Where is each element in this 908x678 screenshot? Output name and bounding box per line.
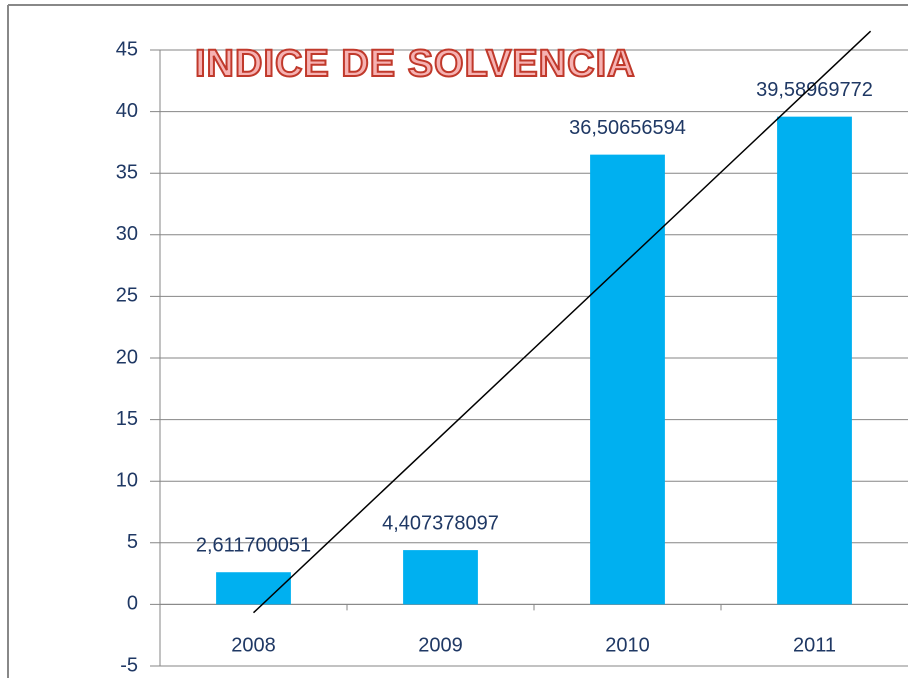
y-tick-label: 20 xyxy=(116,346,138,368)
y-tick-label: 0 xyxy=(127,593,138,615)
y-tick-label: 30 xyxy=(116,223,138,245)
bar xyxy=(777,116,852,605)
y-tick-label: 5 xyxy=(127,531,138,553)
value-label: 39,58969772 xyxy=(756,79,873,101)
trendline xyxy=(252,30,872,614)
value-label: 2,611700051 xyxy=(196,535,311,557)
y-tick-label: 35 xyxy=(116,161,138,183)
y-tick-label: 45 xyxy=(116,38,138,60)
y-tick-label: 15 xyxy=(116,408,138,430)
grid xyxy=(150,49,908,667)
y-tick-label: 10 xyxy=(116,469,138,491)
y-tick-label: -5 xyxy=(120,654,138,676)
marks xyxy=(216,116,852,605)
y-tick-label: 40 xyxy=(116,100,138,122)
value-label: 36,50656594 xyxy=(569,117,686,139)
value-label: 4,407378097 xyxy=(382,512,499,534)
y-tick-label: 25 xyxy=(116,285,138,307)
x-tick-label: 2011 xyxy=(793,635,836,657)
bar xyxy=(403,550,478,605)
x-tick-label: 2008 xyxy=(231,635,276,657)
x-tick-label: 2010 xyxy=(605,635,650,657)
x-tick-label: 2009 xyxy=(418,635,463,657)
bar xyxy=(590,154,665,605)
chart-title: INDICE DE SOLVENCIA xyxy=(195,43,636,85)
